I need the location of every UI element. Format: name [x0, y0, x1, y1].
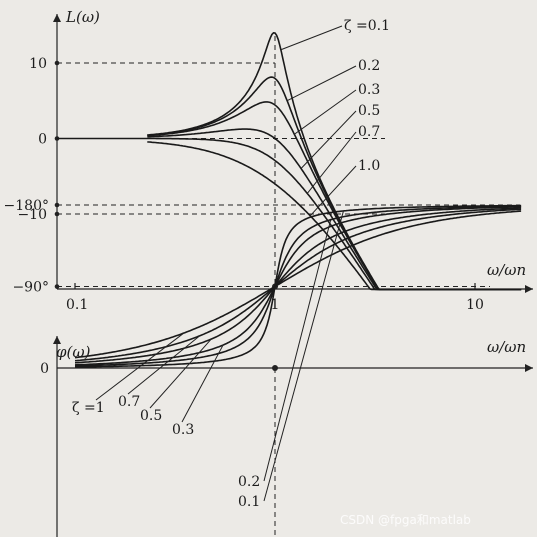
- magnitude-y-tick-_10: −10: [17, 207, 47, 223]
- phase-y-label: φ(ω): [56, 343, 91, 361]
- phase-series-label-0_2: 0.2: [238, 474, 260, 490]
- magnitude-x-tick-10: 10: [466, 297, 484, 313]
- magnitude-leader-0_3: [294, 89, 357, 135]
- magnitude-leader-0_7: [306, 131, 357, 194]
- magnitude-x-tick-1: 1: [271, 297, 280, 313]
- magnitude-y-tick-0: 0: [38, 132, 47, 148]
- phase-curve-zeta-0_2: [75, 205, 522, 367]
- magnitude-x-tick-0_1: 0.1: [66, 297, 88, 313]
- magnitude-series-label-0_1: ζ =0.1: [344, 18, 390, 34]
- phase-y-tick-_180: −180°: [4, 198, 49, 214]
- phase-x-arrow: [525, 364, 533, 372]
- phase-leader-0_1: [263, 210, 344, 502]
- magnitude-curve-zeta-0_1: [147, 31, 522, 291]
- phase-curve-zeta-1: [74, 210, 522, 359]
- magnitude-x-label: ω/ωn: [487, 261, 526, 279]
- phase-y-arrow: [53, 336, 61, 344]
- phase-series-label-0_5: 0.5: [140, 408, 162, 424]
- magnitude-series-label-1_0: 1.0: [358, 158, 380, 174]
- magnitude-leader-1_0: [309, 165, 357, 217]
- phase-curve-zeta-0_7: [74, 208, 522, 362]
- watermark: CSDN @fpga和matlab: [340, 513, 471, 527]
- magnitude-y-arrow: [53, 14, 61, 22]
- phase-plot: 0 −90° −180° φ(ω) ω/ωn ζ =1 0.70.5 0.3 0.2 0.1: [4, 198, 533, 537]
- phase-y-tick-0: 0: [40, 361, 49, 377]
- magnitude-y-tick-10: 10: [29, 56, 47, 72]
- phase-series-label-0_3: 0.3: [172, 422, 194, 438]
- phase-leader-0_7: [127, 335, 200, 395]
- phase-curve-zeta-0_3: [74, 206, 522, 366]
- phase-x-label: ω/ωn: [487, 338, 526, 356]
- magnitude-curve-zeta-0_2: [147, 76, 522, 291]
- phase-series-label-0_1: 0.1: [238, 494, 260, 510]
- magnitude-curve-zeta-0_3: [147, 101, 522, 291]
- magnitude-series-label-0_7: 0.7: [358, 124, 380, 140]
- phase-curve-zeta-0_5: [74, 207, 522, 364]
- phase-leader-0_3: [181, 344, 224, 423]
- phase-leader-1: [95, 332, 185, 401]
- magnitude-leader-0_5: [300, 110, 357, 169]
- magnitude-y-label: L(ω): [65, 8, 100, 26]
- magnitude-series-label-0_3: 0.3: [358, 82, 380, 98]
- magnitude-leader-0_2: [286, 65, 357, 102]
- magnitude-x-arrow: [525, 285, 533, 293]
- magnitude-series-label-0_2: 0.2: [358, 58, 380, 74]
- magnitude-leader-0_1: [280, 25, 343, 51]
- phase-series-label-1: ζ =1: [72, 400, 105, 416]
- phase-leader-0_2: [263, 219, 332, 482]
- magnitude-plot: 10 0 −10 0.1 1 10 L(ω) ω/ωn ζ =0.1 0.2 0.3 0.5 0.7 1.…: [17, 8, 533, 313]
- phase-dot-w1-axis: [272, 365, 278, 371]
- phase-leader-0_5: [149, 338, 212, 409]
- magnitude-series-label-0_5: 0.5: [358, 103, 380, 119]
- phase-y-tick-_90: −90°: [12, 280, 49, 296]
- phase-curve-zeta-0_1: [74, 204, 522, 368]
- magnitude-curve-zeta-1_0: [147, 141, 522, 291]
- phase-series-label-0_7: 0.7: [118, 394, 140, 410]
